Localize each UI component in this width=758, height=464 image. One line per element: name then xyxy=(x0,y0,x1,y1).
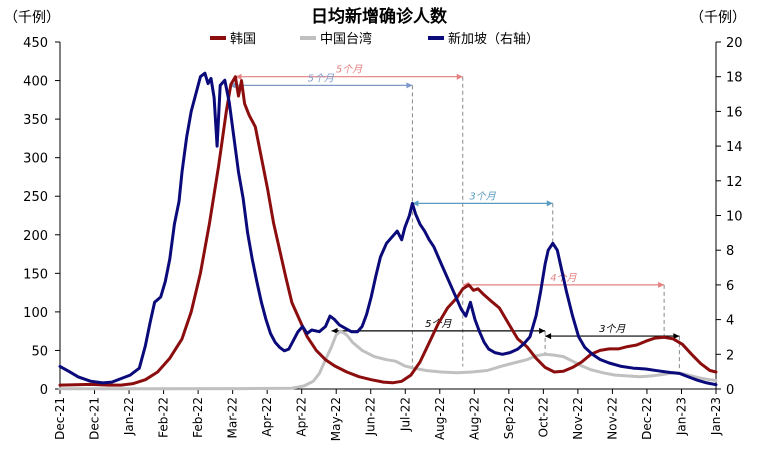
x-tick-label: Jun-22 xyxy=(364,397,378,436)
annotation-label: 3个月 xyxy=(599,323,626,335)
axes xyxy=(59,42,717,390)
right-axis-unit: （千例） xyxy=(690,10,746,26)
x-tick-label: Dec-21 xyxy=(53,397,67,440)
legend-label-singapore: 新加坡（右轴） xyxy=(448,31,539,47)
x-tick-label: Feb-22 xyxy=(191,397,205,438)
x-tick-label: Aug-22 xyxy=(467,397,481,440)
right-tick-label: 8 xyxy=(726,244,734,259)
left-tick-label: 300 xyxy=(23,152,48,167)
right-tick-label: 20 xyxy=(726,36,743,51)
left-tick-label: 250 xyxy=(23,190,48,205)
annotation-arrowhead-right xyxy=(546,200,553,207)
series-line-2 xyxy=(58,71,718,387)
left-tick-label: 0 xyxy=(40,383,48,398)
x-tick-label: Dec-21 xyxy=(88,397,102,440)
left-tick-label: 350 xyxy=(23,113,48,128)
annotation-arrowhead-right xyxy=(456,73,463,80)
x-tick-label: Nov-22 xyxy=(571,397,585,440)
right-axis-ticks: 0 2 4 6 8 10 12 14 16 18 20 xyxy=(716,36,743,398)
annotation-label: 3个月 xyxy=(469,190,496,202)
legend: 韩国 中国台湾 新加坡（右轴） xyxy=(210,31,539,47)
annotation-arrowhead-right xyxy=(673,333,680,340)
x-tick-label: Jul-22 xyxy=(398,397,412,432)
legend-label-taiwan: 中国台湾 xyxy=(320,31,372,47)
x-tick-label: Apr-22 xyxy=(295,397,309,437)
x-tick-label: Nov-22 xyxy=(605,397,619,440)
x-tick-label: Sep-22 xyxy=(502,397,516,439)
annotation-arrowhead-left xyxy=(331,327,338,334)
annotation-arrowhead-right xyxy=(406,82,413,89)
left-tick-label: 200 xyxy=(23,229,48,244)
left-tick-label: 150 xyxy=(23,267,48,282)
x-tick-label: Oct-22 xyxy=(536,397,550,437)
right-tick-label: 18 xyxy=(726,71,743,86)
right-tick-label: 14 xyxy=(726,140,743,155)
x-tick-label: Jan-22 xyxy=(122,397,136,436)
chart-title: 日均新增确诊人数 xyxy=(311,6,448,27)
x-axis-ticks: Dec-21 Dec-21 Jan-22 Feb-22 Feb-22 Mar-22 Apr-… xyxy=(53,389,723,441)
x-tick-label: Mar-22 xyxy=(226,397,240,438)
right-tick-label: 16 xyxy=(726,105,743,120)
series-lines xyxy=(58,71,718,391)
left-axis-unit: （千例） xyxy=(4,10,60,26)
annotation-arrowhead-left xyxy=(545,333,552,340)
x-tick-label: Dec-22 xyxy=(640,397,654,440)
right-tick-label: 6 xyxy=(726,279,734,294)
annotation-arrowhead-left xyxy=(235,73,242,80)
series-line-0 xyxy=(58,75,718,387)
right-tick-label: 4 xyxy=(726,314,734,329)
annotation-label: 5个月 xyxy=(308,72,335,84)
annotation-arrowhead-left xyxy=(229,82,236,89)
annotation-label: 5个月 xyxy=(336,64,363,76)
left-tick-label: 50 xyxy=(31,344,48,359)
x-tick-label: Feb-22 xyxy=(157,397,171,438)
x-tick-label: Jan-23 xyxy=(674,397,688,436)
annotation-arrowhead-right xyxy=(539,327,546,334)
annotation-arrowhead-right xyxy=(658,281,665,288)
right-tick-label: 10 xyxy=(726,210,743,225)
right-tick-label: 12 xyxy=(726,175,743,190)
right-tick-label: 2 xyxy=(726,348,734,363)
left-axis-ticks: 0 50 100 150 200 250 300 350 400 450 xyxy=(23,36,60,398)
left-tick-label: 450 xyxy=(23,36,48,51)
right-tick-label: 0 xyxy=(726,383,734,398)
left-tick-label: 100 xyxy=(23,306,48,321)
legend-label-korea: 韩国 xyxy=(230,32,256,47)
x-tick-label: May-22 xyxy=(329,397,343,441)
x-tick-label: Aug-22 xyxy=(433,397,447,440)
left-tick-label: 400 xyxy=(23,75,48,90)
x-tick-label: Apr-22 xyxy=(260,397,274,437)
annotation-arrowhead-left xyxy=(412,200,419,207)
x-tick-label: Jan-23 xyxy=(709,397,723,436)
series-line-1 xyxy=(58,329,718,391)
